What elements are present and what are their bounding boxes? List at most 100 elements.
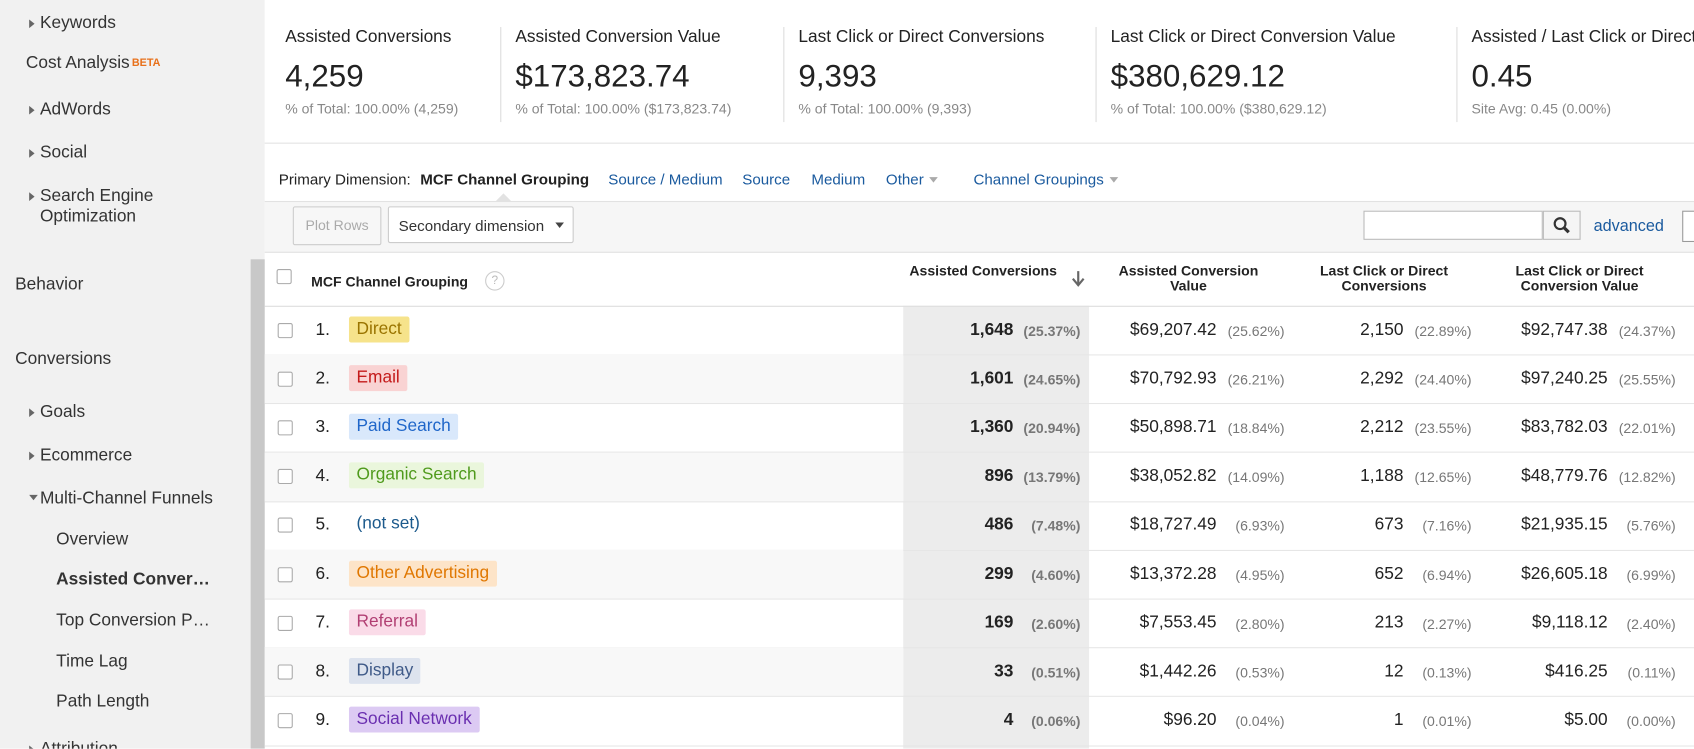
dimension-link[interactable]: Source / Medium <box>608 170 723 188</box>
cell-value: 1 <box>1393 711 1404 730</box>
cell-value: $97,240.25 <box>1521 369 1608 388</box>
row-checkbox[interactable] <box>277 713 293 729</box>
header-cell[interactable]: Last Click or Direct Conversion Value <box>1515 262 1644 294</box>
nav-item[interactable]: Behavior <box>15 275 84 294</box>
dimension-link[interactable]: Channel Groupings <box>973 170 1104 188</box>
cell-percent: (25.37%) <box>1023 322 1081 339</box>
channel-tag[interactable]: Other Advertising <box>348 560 497 587</box>
nav-item[interactable]: Assisted Conver… <box>56 570 210 589</box>
cell-value: 1,188 <box>1360 466 1404 486</box>
cell-percent: (12.65%) <box>1414 469 1472 486</box>
dimension-link[interactable]: Medium <box>811 170 866 188</box>
row-checkbox[interactable] <box>277 420 293 436</box>
nav-item[interactable]: Attribution <box>40 739 118 749</box>
scrollbar[interactable] <box>250 259 265 749</box>
header-cell[interactable]: Last Click or Direct Conversions <box>1319 262 1449 294</box>
row-checkbox[interactable] <box>277 517 293 534</box>
nav-item[interactable]: Search Engine Optimization <box>39 186 154 226</box>
cell-value: $9,118.12 <box>1532 613 1608 632</box>
channel-tag[interactable]: Email <box>348 364 408 391</box>
nav-item[interactable]: AdWords <box>39 100 111 119</box>
channel-tag[interactable]: Referral <box>348 609 426 636</box>
nav-item[interactable]: Overview <box>56 530 129 549</box>
channel-tag[interactable]: Social Network <box>348 706 480 733</box>
metric-sub: % of Total: 100.00% ($380,629.12) <box>1110 100 1327 117</box>
row-border <box>264 696 1694 698</box>
nav-item[interactable]: Goals <box>39 402 86 422</box>
arrow-icon <box>29 192 35 201</box>
row-checkbox[interactable] <box>277 371 293 387</box>
cell-percent: (0.51%) <box>1031 664 1081 681</box>
row-border <box>264 745 1694 747</box>
nav-item[interactable]: Ecommerce <box>39 446 133 465</box>
row-index: 7. <box>315 613 330 632</box>
cell-percent: (18.84%) <box>1227 420 1285 437</box>
row-border <box>264 500 1694 502</box>
nav-item[interactable]: Cost Analysis BETA <box>25 54 161 73</box>
header-cell[interactable]: Assisted Conversions <box>909 262 1057 279</box>
cell-value: 896 <box>984 466 1014 486</box>
metric-divider <box>1095 27 1097 123</box>
arrow-icon <box>1109 177 1119 183</box>
dimension-link[interactable]: Other <box>885 170 924 188</box>
arrow-icon <box>29 451 35 461</box>
view-button[interactable] <box>1682 210 1694 243</box>
arrow-icon <box>29 105 35 115</box>
cell-value: $50,898.71 <box>1130 418 1217 437</box>
cell-percent: (6.93%) <box>1235 517 1285 535</box>
cell-percent: (2.80%) <box>1235 615 1285 632</box>
metric-value: $380,629.12 <box>1110 59 1285 94</box>
metric-label: Assisted / Last Click or Direct Conversi… <box>1471 28 1694 47</box>
row-checkbox[interactable] <box>277 322 293 338</box>
nav-item[interactable]: Keywords <box>39 14 116 33</box>
plot-rows-button[interactable]: Plot Rows <box>292 206 382 246</box>
cell-percent: (4.95%) <box>1235 566 1285 583</box>
nav-item[interactable]: Time Lag <box>56 652 128 671</box>
sidebar: Keywords Cost Analysis BETA AdWords Social Se… <box>0 0 265 749</box>
search-input[interactable] <box>1363 210 1543 240</box>
header-cell[interactable]: Assisted Conversion Value <box>1118 262 1259 294</box>
search-button[interactable] <box>1542 210 1581 240</box>
cell-value: 4 <box>1003 711 1014 730</box>
header-cell: MCF Channel Grouping <box>311 273 468 290</box>
cell-value: $416.25 <box>1545 662 1608 681</box>
beta-badge: BETA <box>131 57 161 70</box>
metric-sub: Site Avg: 0.45 (0.00%) <box>1471 100 1612 117</box>
row-checkbox[interactable] <box>277 664 293 680</box>
metric-value: $173,823.74 <box>515 59 690 94</box>
cell-percent: (23.55%) <box>1414 420 1472 437</box>
cell-percent: (24.37%) <box>1618 322 1676 339</box>
nav-item[interactable]: Top Conversion P… <box>56 611 210 630</box>
nav-item[interactable]: Conversions <box>15 350 112 369</box>
nav-item[interactable]: Multi-Channel Funnels <box>39 489 213 508</box>
metric-value: 9,393 <box>798 59 877 94</box>
cell-value: 486 <box>984 515 1014 535</box>
cell-value: 299 <box>984 564 1014 583</box>
channel-tag[interactable]: Display <box>348 657 421 684</box>
channel-tag[interactable]: Paid Search <box>348 413 459 440</box>
cell-value: $83,782.03 <box>1521 418 1608 437</box>
cell-percent: (5.76%) <box>1626 517 1676 535</box>
arrow-icon <box>29 149 35 158</box>
cell-value: 2,150 <box>1360 320 1404 339</box>
channel-tag[interactable]: (not set) <box>356 514 420 534</box>
divider <box>264 142 1694 144</box>
nav-item[interactable]: Social <box>39 143 88 163</box>
row-checkbox[interactable] <box>277 566 293 582</box>
row-checkbox[interactable] <box>277 469 293 485</box>
cell-percent: (22.89%) <box>1414 322 1472 339</box>
cell-value: $7,553.45 <box>1139 613 1217 632</box>
header-border <box>264 305 1694 307</box>
advanced-link[interactable]: advanced <box>1593 217 1664 236</box>
cell-value: $5.00 <box>1564 711 1608 730</box>
channel-tag[interactable]: Organic Search <box>348 462 485 489</box>
row-checkbox[interactable] <box>277 615 293 631</box>
nav-item[interactable]: Path Length <box>56 692 150 711</box>
cell-percent: (0.06%) <box>1031 713 1081 730</box>
channel-tag[interactable]: Direct <box>348 316 410 343</box>
select-all-checkbox[interactable] <box>276 269 292 285</box>
cell-value: 1,648 <box>970 320 1014 339</box>
pointer <box>495 193 512 201</box>
dimension-link[interactable]: Source <box>742 170 791 188</box>
secondary-dimension-button[interactable]: Secondary dimension <box>387 206 574 244</box>
